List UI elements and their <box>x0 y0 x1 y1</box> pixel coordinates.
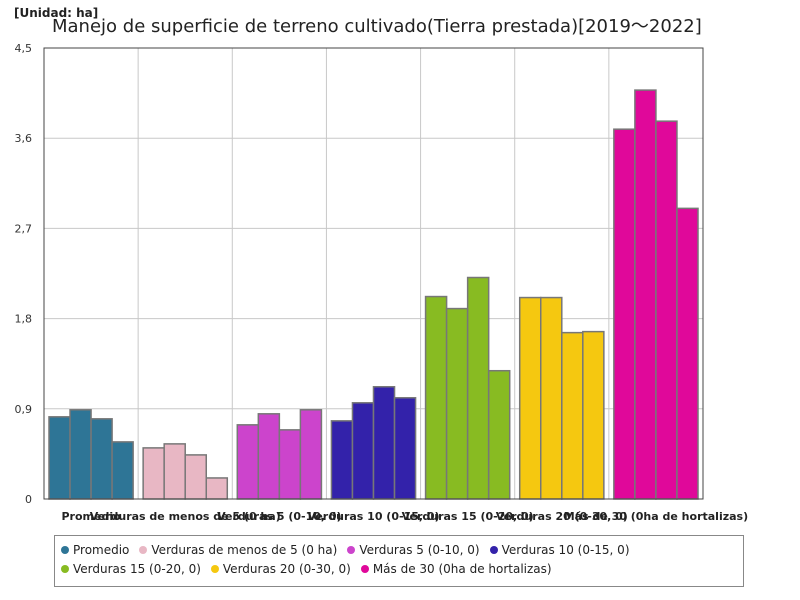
bar <box>330 420 354 500</box>
legend-item: Verduras 20 (0-30, 0) <box>210 562 351 576</box>
legend-marker-icon <box>360 565 369 573</box>
legend-label: Verduras 15 (0-20, 0) <box>73 562 201 576</box>
bar <box>424 295 448 500</box>
bar <box>184 454 207 500</box>
y-tick-label: 4,5 <box>15 42 33 55</box>
bar <box>613 128 636 500</box>
bar <box>393 397 417 500</box>
legend-label: Promedio <box>73 543 130 557</box>
y-tick-label: 1,8 <box>15 313 33 326</box>
legend: Promedio Verduras de menos de 5 (0 ha) Ver… <box>54 535 744 587</box>
bar <box>540 296 563 500</box>
unit-label: [Unidad: ha] <box>14 6 99 20</box>
bar <box>69 409 92 500</box>
x-tick-label: Más de 30 (0ha de hortalizas) <box>564 510 748 523</box>
bar <box>142 447 165 500</box>
bar <box>278 429 302 500</box>
bar <box>487 369 511 500</box>
bar <box>655 120 678 500</box>
x-tick-label: Verduras 15 (0-20, 0) <box>402 510 534 523</box>
legend-label: Verduras 20 (0-30, 0) <box>222 562 351 576</box>
legend-item: Verduras 10 (0-15, 0) <box>489 543 630 557</box>
plot-frame <box>43 47 704 500</box>
x-tick-label: Promedio <box>61 510 121 523</box>
bar <box>351 402 375 500</box>
legend-label: Más de 30 (0ha de hortalizas) <box>372 562 552 576</box>
y-tick-label: 3,6 <box>15 132 33 145</box>
legend-item: Verduras 5 (0-10, 0) <box>347 543 480 557</box>
x-tick-label: Verduras de menos de 5 (0 ha) <box>90 510 281 523</box>
y-tick-label: 0,9 <box>15 403 33 416</box>
bar <box>111 441 134 500</box>
y-tick-label: 2,7 <box>15 222 33 235</box>
bar <box>90 418 113 500</box>
x-tick-label: Verduras 20 (0-30, 0) <box>496 510 628 523</box>
legend-marker-icon <box>210 565 219 573</box>
bar <box>466 276 490 500</box>
legend-marker-icon <box>139 546 148 554</box>
y-tick-label: 0 <box>25 493 32 506</box>
legend-label: Verduras 5 (0-10, 0) <box>359 543 480 557</box>
bar <box>48 416 71 500</box>
legend-label: Verduras 10 (0-15, 0) <box>501 543 630 557</box>
legend-marker-icon <box>347 546 356 554</box>
legend-marker-icon <box>61 546 69 554</box>
legend-label: Verduras de menos de 5 (0 ha) <box>151 543 338 557</box>
legend-item: Más de 30 (0ha de hortalizas) <box>360 562 552 576</box>
legend-item: Verduras 15 (0-20, 0) <box>61 562 201 576</box>
legend-marker-icon <box>489 546 498 554</box>
bar <box>372 386 396 500</box>
bar <box>518 296 542 500</box>
bar <box>205 477 229 500</box>
bar <box>445 307 469 500</box>
bar <box>582 330 605 500</box>
bar <box>634 89 657 500</box>
legend-item: Promedio <box>61 543 129 557</box>
bar <box>257 413 281 500</box>
bar <box>299 409 323 500</box>
bar <box>163 443 186 500</box>
x-tick-label: Verduras 10 (0-15, 0) <box>307 510 439 523</box>
bar <box>561 331 584 500</box>
chart-title: Manejo de superficie de terreno cultivad… <box>52 16 702 37</box>
legend-marker-icon <box>61 565 69 573</box>
bar <box>236 424 260 500</box>
x-tick-label: Verduras 5 (0-10, 0) <box>217 510 341 523</box>
legend-item: Verduras de menos de 5 (0 ha) <box>139 543 337 557</box>
bar <box>676 207 699 500</box>
